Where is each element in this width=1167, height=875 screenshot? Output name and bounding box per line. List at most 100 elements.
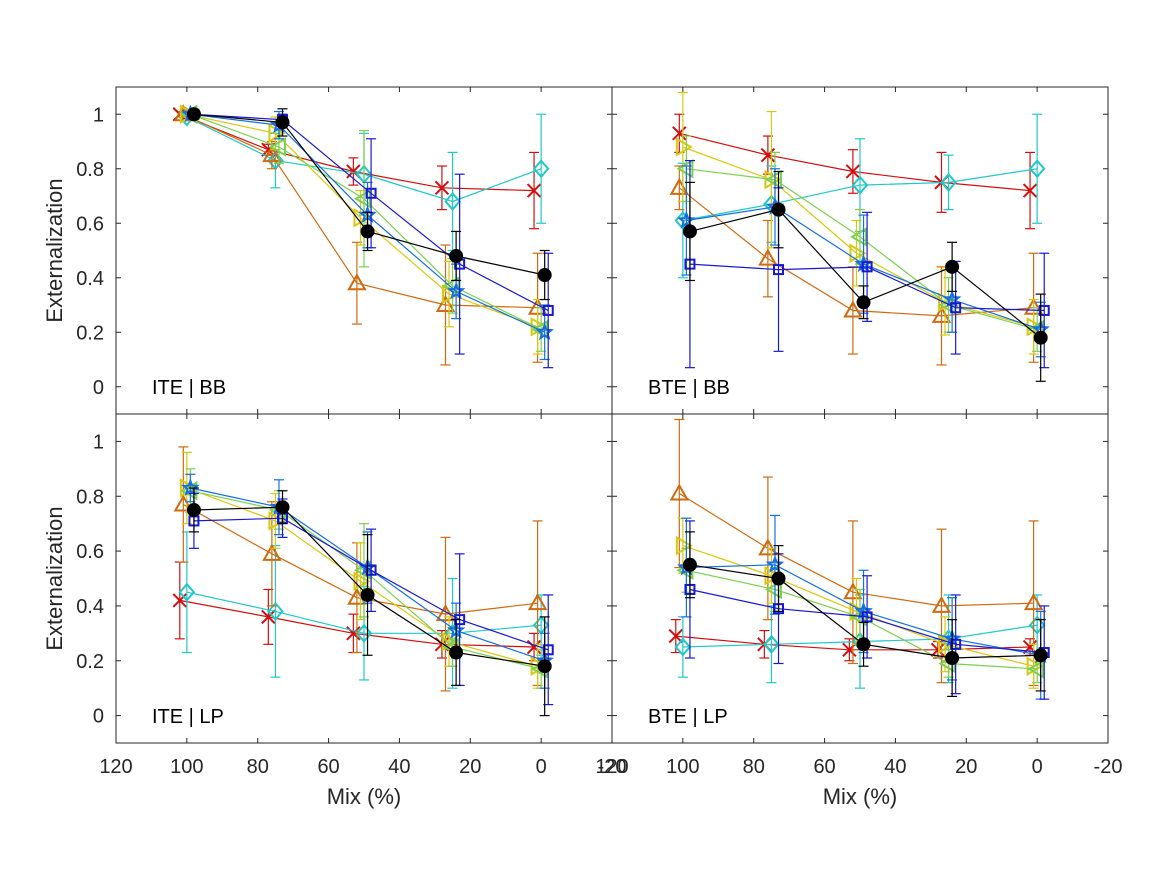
x-tick-label: 100 [666,756,699,778]
data-point [446,281,466,300]
series-circle [682,531,1048,697]
data-point [1028,159,1046,179]
data-point [682,557,697,572]
data-point [930,642,946,657]
data-point [849,227,867,247]
data-point [669,483,690,501]
data-point [449,645,464,660]
y-tick-label: 0.8 [76,159,104,181]
data-point [945,259,960,274]
data-point [677,210,696,229]
data-point [845,164,861,179]
data-point [682,224,697,239]
data-point [950,302,962,314]
y-tick-label: 0 [93,377,104,399]
data-point [444,191,461,211]
y-tick-label: 0.2 [76,651,104,673]
x-axis-label: Mix (%) [823,784,898,809]
data-point [758,538,778,556]
data-point [535,322,554,341]
data-point [365,564,377,576]
data-point [181,478,200,496]
data-point [262,543,282,561]
x-tick-label: 40 [388,756,410,778]
data-point [355,623,373,643]
data-point [675,535,693,556]
x-tick-label: -20 [598,756,627,778]
data-layer [668,418,1050,700]
data-point [945,651,960,666]
data-point [1027,659,1045,679]
x-tick-label: -20 [1094,756,1123,778]
panel-1: ITE | BB [115,86,613,415]
data-point [537,659,552,674]
data-point [542,304,554,316]
data-point [931,595,952,613]
data-point [760,147,776,163]
panel-label: BTE | LP [648,706,728,728]
data-point [268,137,286,157]
data-point [526,183,542,198]
x-tick-label: 40 [884,756,906,778]
data-point [434,180,450,196]
data-point [365,187,377,199]
data-point [668,628,683,644]
y-tick-label: 0 [93,706,104,728]
data-point [1023,593,1044,611]
data-point [268,511,286,531]
y-tick-label: 0.4 [76,596,104,618]
data-point [537,268,552,283]
panel-label: ITE | LP [152,706,224,728]
data-point [360,224,375,239]
data-point [1028,615,1046,635]
x-tick-label: 120 [99,756,132,778]
data-point [261,609,276,625]
x-tick-label: 80 [247,756,269,778]
x-tick-label: 60 [813,756,835,778]
data-point [763,634,780,654]
x-tick-label: 0 [1032,756,1043,778]
data-point [842,642,857,657]
data-point [771,571,786,586]
series-circle [186,107,552,301]
data-point [360,587,375,602]
data-point [843,300,863,318]
data-point [527,593,548,611]
series-circle [186,487,552,717]
data-point [449,248,464,263]
x-tick-label: 0 [536,756,547,778]
data-layer [172,104,554,369]
data-point [1026,656,1044,676]
y-tick-label: 0.6 [76,541,104,563]
panel-3: ITE | LP [115,413,613,744]
data-point [435,604,456,622]
y-axis-label: Externalization [42,506,67,650]
data-point [1038,304,1050,316]
data-point [672,126,687,141]
data-point [675,137,693,157]
data-point [526,639,542,655]
data-point [851,175,869,195]
data-point [849,601,867,622]
data-point [771,202,786,217]
x-tick-label: 20 [459,756,481,778]
data-point [676,159,694,179]
data-point [764,169,782,190]
x-tick-label: 120 [595,756,628,778]
panel-2: BTE | BB [611,86,1109,415]
data-point [765,554,785,573]
panel-label: BTE | BB [648,377,730,399]
panel-4: BTE | LP [611,413,1109,744]
data-layer [172,446,554,717]
data-point [262,145,282,163]
data-point [849,243,867,263]
y-tick-label: 0.4 [76,268,104,290]
data-point [950,638,962,650]
data-point [542,644,554,656]
data-point [938,634,956,655]
data-point [764,579,782,600]
data-point [940,172,957,192]
data-point [275,115,290,130]
data-point [532,159,550,179]
